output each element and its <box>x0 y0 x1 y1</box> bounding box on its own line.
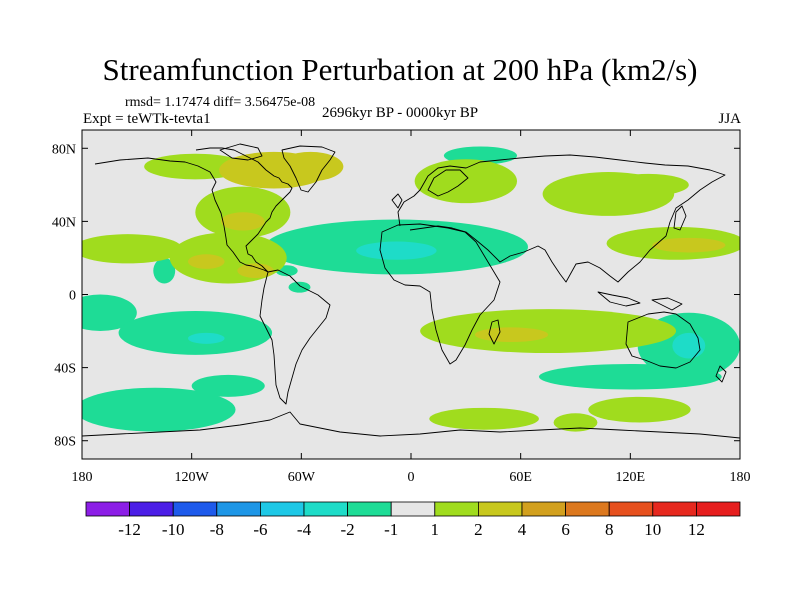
stats-text: rmsd= 1.17474 diff= 3.56475e-08 <box>125 95 316 110</box>
field-region-27 <box>538 363 722 390</box>
x-tick-label: 120E <box>616 470 646 485</box>
colorbar-label: -1 <box>384 520 398 539</box>
coast-uk <box>391 193 403 209</box>
coast-new-guinea <box>651 297 683 311</box>
colorbar-swatch-1 <box>129 501 174 517</box>
coast-greenland <box>281 145 336 193</box>
colorbar-swatch-5 <box>303 501 348 517</box>
x-tick-label: 180 <box>72 470 93 485</box>
colorbar-label: -12 <box>118 520 141 539</box>
x-tick-label: 180 <box>730 470 751 485</box>
coast-australia <box>625 311 701 369</box>
x-tick-label: 0 <box>408 470 415 485</box>
field-region-6 <box>169 232 287 284</box>
experiment-label: Expt = teWTk-tevta1 <box>83 111 211 127</box>
x-tick-label: 60E <box>509 470 532 485</box>
colorbar-label: 10 <box>644 520 661 539</box>
field-region-26 <box>672 332 706 359</box>
colorbar-label: 6 <box>561 520 570 539</box>
colorbar-label: 2 <box>474 520 483 539</box>
field-region-4 <box>220 212 265 231</box>
field-region-32 <box>588 396 691 423</box>
coast-south-america <box>259 269 331 405</box>
field-region-17 <box>608 173 689 196</box>
colorbar-swatch-2 <box>172 501 218 517</box>
y-tick-label: 40S <box>54 362 76 377</box>
colorbar-label: -6 <box>253 520 267 539</box>
colorbar-swatch-9 <box>477 501 523 517</box>
field-region-23 <box>420 309 677 353</box>
field-region-31 <box>553 413 598 432</box>
field-region-2 <box>277 151 344 182</box>
period-label: 2696kyr BP - 0000kyr BP <box>322 105 479 121</box>
colorbar-swatch-4 <box>259 501 305 517</box>
coast-japan <box>673 205 687 231</box>
colorbar-swatch-3 <box>216 501 261 517</box>
coast-new-zealand <box>715 365 727 383</box>
field-region-10 <box>288 281 311 293</box>
x-tick-label: 60W <box>288 470 316 485</box>
field-region-15 <box>414 159 518 204</box>
colorbar: -12 -10 -8 -6 -4 -2 -1 1 2 4 6 8 10 12 <box>85 501 741 539</box>
field-region-22 <box>188 332 225 344</box>
field-region-7 <box>188 254 225 269</box>
colorbar-label: 12 <box>688 520 705 539</box>
field-region-29 <box>191 374 265 397</box>
field-region-30 <box>429 407 539 430</box>
season-label: JJA <box>718 111 741 127</box>
colorbar-swatch-10 <box>521 501 566 517</box>
coast-arctic-islands <box>219 143 263 161</box>
colorbar-swatch-7 <box>390 501 436 517</box>
chart-title: Streamfunction Perturbation at 200 hPa (… <box>102 52 698 87</box>
colorbar-swatch-0 <box>85 501 130 517</box>
colorbar-swatch-11 <box>565 501 610 517</box>
colorbar-swatch-12 <box>608 501 654 517</box>
colorbar-label: -4 <box>297 520 312 539</box>
field-region-5 <box>82 234 183 264</box>
colorbar-label: 8 <box>605 520 614 539</box>
axis-ticks: 180 120W 60W 0 60E 120E 180 80N 40N 0 40S 80S <box>52 130 751 485</box>
y-tick-label: 80S <box>54 435 76 450</box>
field-region-21 <box>118 310 273 355</box>
y-tick-label: 0 <box>69 289 76 304</box>
colorbar-label: -10 <box>162 520 185 539</box>
coast-indonesia <box>597 291 641 307</box>
coast-scandinavia <box>427 169 469 197</box>
coast-madagascar <box>488 319 501 345</box>
colorbar-swatch-6 <box>347 501 392 517</box>
colorbar-label: -2 <box>341 520 355 539</box>
colorbar-swatch-8 <box>434 501 479 517</box>
colorbar-label: 4 <box>518 520 527 539</box>
y-tick-label: 40N <box>52 215 76 230</box>
field-region-28 <box>82 387 236 432</box>
coast-eurasia <box>397 154 726 283</box>
field-region-13 <box>356 241 437 260</box>
field-region-24 <box>474 327 549 343</box>
coast-antarctica <box>82 411 740 439</box>
field-region-19 <box>652 237 726 253</box>
y-tick-label: 80N <box>52 142 76 157</box>
field-region-8 <box>237 263 274 279</box>
field-layer <box>82 146 740 432</box>
field-region-9 <box>153 257 176 284</box>
x-tick-label: 120W <box>175 470 210 485</box>
coast-north-america <box>94 147 293 273</box>
colorbar-label: -8 <box>210 520 224 539</box>
colorbar-label: 1 <box>431 520 440 539</box>
colorbar-swatch-14 <box>696 501 741 517</box>
field-region-20 <box>82 294 137 332</box>
coastlines <box>82 143 740 439</box>
colorbar-swatch-13 <box>652 501 697 517</box>
